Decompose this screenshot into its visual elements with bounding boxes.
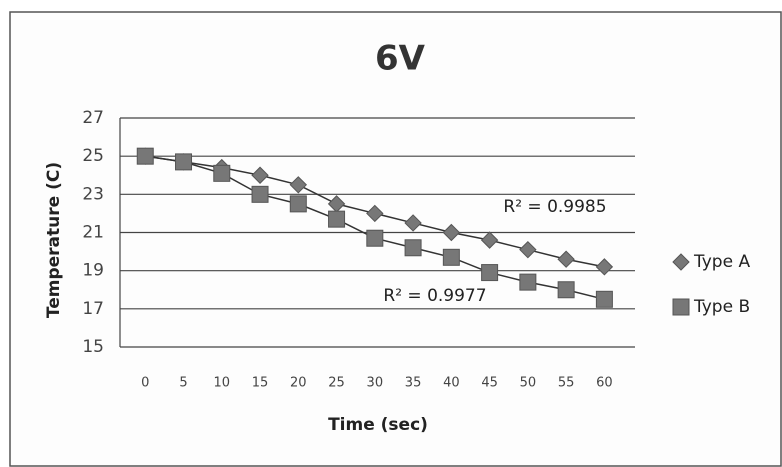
data-point: [251, 166, 269, 184]
data-point: [251, 185, 269, 203]
x-tick-label: 45: [481, 376, 498, 391]
y-axis-label: Temperature (C): [44, 162, 64, 318]
legend-marker: [672, 298, 690, 316]
data-point: [404, 239, 422, 257]
x-tick-label: 55: [558, 376, 575, 391]
annotation: R² = 0.9977: [383, 286, 486, 306]
data-point: [595, 290, 613, 308]
data-point: [557, 281, 575, 299]
y-tick-label: 15: [82, 337, 104, 357]
x-tick-label: 40: [443, 376, 460, 391]
data-point: [213, 164, 231, 182]
data-point: [442, 248, 460, 266]
legend-label: Type B: [693, 297, 750, 317]
data-point: [404, 214, 422, 232]
data-point: [519, 240, 537, 259]
chart-frame: [9, 11, 782, 467]
x-tick-label: 30: [367, 376, 384, 391]
data-point: [595, 258, 614, 276]
x-tick-label: 50: [520, 376, 537, 391]
data-point: [136, 147, 154, 165]
data-point: [289, 176, 308, 194]
data-point: [480, 231, 499, 249]
x-tick-label: 10: [214, 376, 231, 391]
legend-marker: [672, 253, 690, 271]
x-tick-label: 5: [179, 376, 187, 391]
data-point: [366, 229, 384, 247]
data-point: [366, 204, 384, 223]
x-tick-label: 15: [252, 376, 269, 391]
data-point: [175, 153, 193, 171]
data-point: [328, 210, 346, 228]
x-axis-label: Time (sec): [328, 415, 428, 435]
data-point: [557, 250, 575, 268]
x-tick-label: 60: [596, 376, 613, 391]
y-tick-label: 19: [82, 261, 104, 281]
x-tick-label: 0: [141, 376, 149, 391]
data-point: [289, 195, 307, 213]
y-tick-label: 25: [82, 146, 104, 166]
y-tick-label: 21: [82, 223, 104, 243]
annotation: R² = 0.9985: [503, 197, 606, 217]
x-tick-label: 35: [405, 376, 422, 391]
legend-label: Type A: [693, 252, 750, 272]
chart-title: 6V: [375, 39, 426, 79]
y-tick-label: 23: [82, 184, 104, 204]
data-point: [481, 264, 499, 282]
x-tick-label: 25: [328, 376, 345, 391]
x-tick-label: 20: [290, 376, 307, 391]
data-point: [442, 223, 461, 242]
data-point: [519, 273, 537, 291]
y-tick-label: 17: [82, 299, 104, 319]
y-tick-label: 27: [82, 108, 104, 128]
